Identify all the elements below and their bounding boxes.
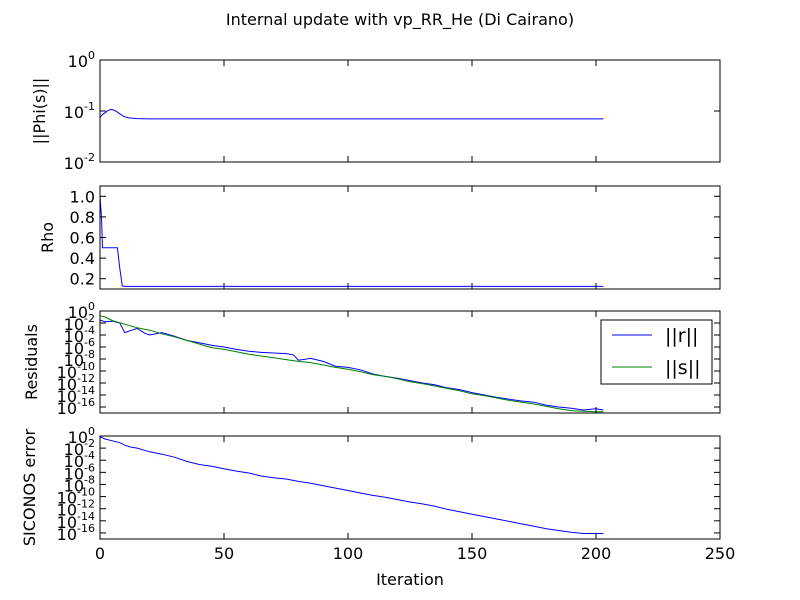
y-tick-label: 10-2 [64,312,95,334]
y-tick-label: 100 [68,425,95,447]
y-tick-label: 10-12 [57,372,95,394]
y-tick-label: 10-10 [57,360,95,382]
y-tick-label: 10-2 [64,151,95,173]
y-tick-label: 10-8 [64,348,95,370]
y-tick-label: 0.4 [70,249,95,268]
y-tick-label: 1.0 [70,187,95,206]
axes-frame-1 [99,59,721,163]
x-axis-label: Iteration [376,570,444,589]
x-tick-label: 250 [705,544,736,563]
y-tick-label: 10-16 [57,396,95,418]
y-tick-label: 10-4 [64,449,95,471]
subplot-2: 1.0 0.8 0.60.4 0.2 Rho [38,185,721,290]
x-tick-label: 200 [581,544,612,563]
y-tick-label: 10-14 [57,510,95,532]
axes-frame-2 [99,185,721,290]
y-tick-label: 10-14 [57,384,95,406]
axes-frame-3 [99,310,721,414]
y-tick-label: 10-12 [57,498,95,520]
y-tick-label: 10-6 [64,461,95,483]
subplot-1: 100 10-1 10-2 ||Phi(s)|| [30,49,721,173]
y-tick-label: 10-8 [64,473,95,495]
y-axis-label-4: SICONOS error [20,428,39,546]
legend: ||r|| ||s|| [600,319,713,385]
y-tick-label: 10-2 [64,437,95,459]
x-tick-label: 50 [214,544,234,563]
y-axis-label-3: Residuals [22,324,41,400]
series-line-3-2 [99,315,604,413]
axes-frame-4 [99,435,721,540]
figure-title: Internal update with vp_RR_He (Di Cairan… [226,10,574,30]
y-tick-label: 0.8 [70,208,95,227]
y-tick-label: 10-10 [57,486,95,508]
subplot-4: 10010-210-410-610-810-1010-1210-1410-160… [20,425,735,589]
y-axis-label-2: Rho [38,222,57,253]
series-line-2-1 [99,196,604,287]
subplots: 10010-110-2||Phi(s)||1.00.80.60.40.2Rho1… [20,49,735,589]
y-tick-label: 10-6 [64,336,95,358]
series-line-3-1 [99,319,604,411]
y-axis-label-1: ||Phi(s)|| [30,78,49,145]
x-tick-label: 0 [95,544,105,563]
legend-box [600,319,713,385]
series-line-4-1 [99,436,604,534]
y-tick-label: 10-1 [64,100,95,122]
y-tick-label: 0.6 [70,229,95,248]
y-tick-label: 100 [68,49,95,71]
y-tick-label: 10-16 [57,522,95,544]
x-tick-label: 150 [457,544,488,563]
legend-label: ||s|| [665,357,701,379]
x-tick-label: 100 [333,544,364,563]
series-line-1-1 [99,108,604,120]
y-tick-label: 10-4 [64,324,95,346]
y-tick-label: 100 [68,300,95,322]
y-tick-label: 0.2 [70,270,95,289]
legend-label: ||r|| [665,325,698,347]
